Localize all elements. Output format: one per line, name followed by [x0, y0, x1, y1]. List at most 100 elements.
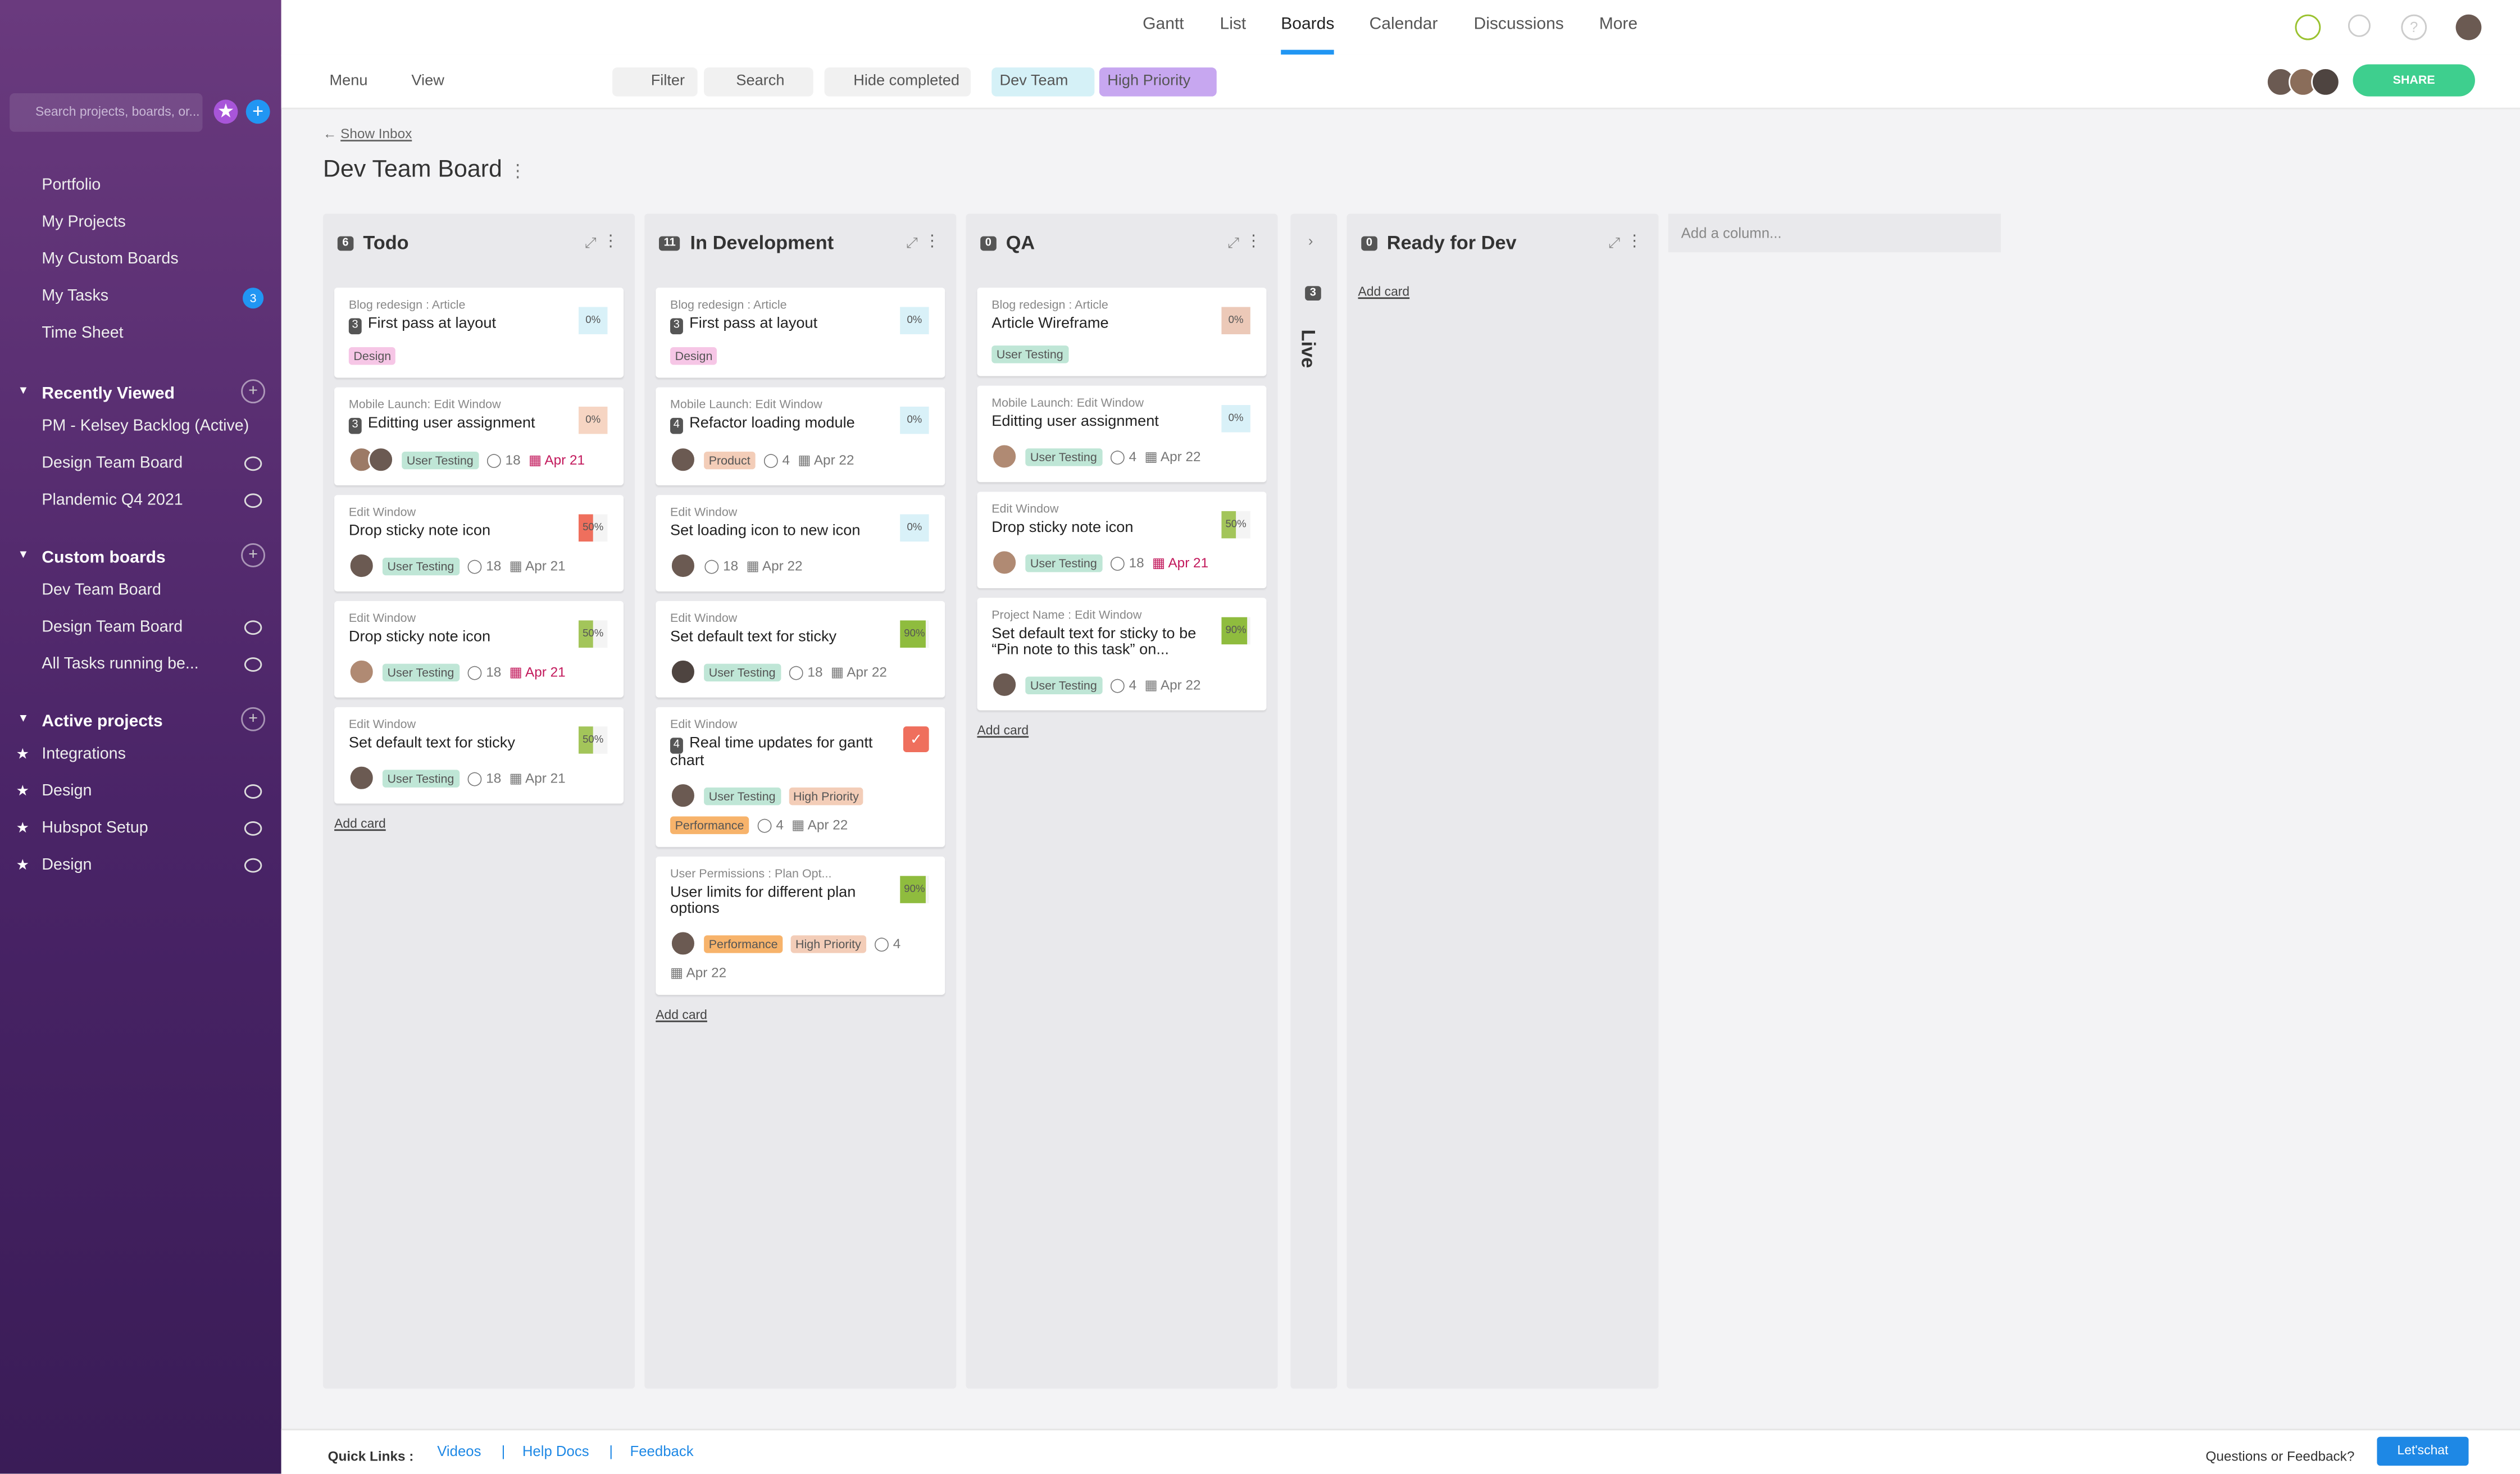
- sidebar-link[interactable]: My Projects: [42, 213, 126, 231]
- card-title-text: Set default text for sticky: [670, 628, 837, 647]
- calendar-icon: ▦: [1144, 447, 1161, 464]
- card[interactable]: Blog redesign : Article 3 First pass at la…: [656, 288, 945, 378]
- card[interactable]: Mobile Launch: Edit Window 4 Refactor load…: [656, 387, 945, 486]
- card[interactable]: Mobile Launch: Edit Window 3 Editting user…: [334, 387, 624, 486]
- separator: |: [501, 1443, 506, 1459]
- column-menu[interactable]: ⋮: [1626, 233, 1643, 251]
- footer-link[interactable]: Feedback: [630, 1443, 694, 1459]
- card[interactable]: Edit Window Drop sticky note icon 50% User …: [977, 492, 1267, 589]
- section-add[interactable]: +: [241, 707, 266, 731]
- expand-icon[interactable]: ⤢: [1227, 234, 1239, 251]
- card[interactable]: Edit Window Set loading icon to new icon 0…: [656, 495, 945, 592]
- tag: User Testing: [382, 663, 459, 681]
- filter-button[interactable]: Filter: [612, 67, 698, 97]
- sidebar-link[interactable]: Portfolio: [42, 176, 101, 195]
- back-link[interactable]: ← Show Inbox: [323, 125, 412, 142]
- search-button[interactable]: Search: [704, 67, 813, 97]
- comments: ◯ 4: [1110, 448, 1137, 465]
- card[interactable]: Edit Window Drop sticky note icon 50% User …: [334, 601, 624, 698]
- card[interactable]: Mobile Launch: Edit Window Editting user …: [977, 385, 1267, 483]
- comment-count: 4: [1129, 447, 1137, 464]
- section-toggle[interactable]: ▼: [17, 713, 29, 725]
- sidebar-item[interactable]: Dev Team Board: [42, 581, 161, 600]
- menu-button[interactable]: Menu: [329, 72, 368, 90]
- sidebar-item[interactable]: Design: [42, 856, 92, 875]
- progress: 50%: [578, 514, 608, 542]
- view-button[interactable]: View: [411, 72, 444, 90]
- card-meta: User Testing ◯ 18 ▦ Apr 21: [348, 553, 609, 579]
- sidebar-item[interactable]: Integrations: [42, 745, 126, 763]
- date-text: Apr 21: [544, 451, 585, 467]
- card[interactable]: User Permissions : Plan Opt... User limit…: [656, 856, 945, 995]
- active-indicator: [1281, 49, 1334, 55]
- nav-tab[interactable]: Gantt: [1143, 14, 1184, 34]
- assignees: [991, 443, 1018, 470]
- back-label[interactable]: Show Inbox: [340, 125, 412, 142]
- add-column[interactable]: Add a column...: [1668, 213, 2001, 253]
- filter-chip[interactable]: Dev Team: [991, 67, 1094, 97]
- avatar: [670, 447, 696, 473]
- expand-icon[interactable]: ⤢: [906, 234, 918, 251]
- sidebar-item[interactable]: PM - Kelsey Backlog (Active): [42, 417, 249, 436]
- sidebar-item[interactable]: Design Team Board: [42, 454, 183, 473]
- nav-tab[interactable]: Discussions: [1473, 14, 1564, 34]
- comment-icon: ◯: [757, 816, 776, 832]
- card[interactable]: Edit Window 4 Real time updates for gantt …: [656, 707, 945, 847]
- sidebar-item[interactable]: Hubspot Setup: [42, 820, 148, 838]
- add-button[interactable]: +: [245, 99, 270, 124]
- sidebar-link[interactable]: Time Sheet: [42, 324, 124, 343]
- sidebar-link[interactable]: My Custom Boards: [42, 251, 179, 269]
- board-menu[interactable]: ⋮: [508, 162, 527, 182]
- card[interactable]: Project Name : Edit Window Set default te…: [977, 598, 1267, 711]
- nav-tab[interactable]: Calendar: [1369, 14, 1438, 34]
- filter-chip[interactable]: High Priority: [1099, 67, 1217, 97]
- expand-icon[interactable]: ⤢: [584, 234, 597, 251]
- add-card[interactable]: Add card: [656, 1007, 707, 1022]
- footer-link[interactable]: Videos: [437, 1443, 481, 1459]
- section-toggle[interactable]: ▼: [17, 549, 29, 561]
- column-menu[interactable]: ⋮: [1245, 233, 1262, 251]
- hide-completed[interactable]: Hide completed: [824, 67, 971, 97]
- footer-link[interactable]: Help Docs: [522, 1443, 589, 1459]
- sidebar-item[interactable]: Design Team Board: [42, 618, 183, 636]
- card[interactable]: Blog redesign : Article 3 First pass at la…: [334, 288, 624, 378]
- add-card[interactable]: Add card: [1358, 284, 1410, 299]
- favorites-button[interactable]: ★: [213, 99, 238, 124]
- sidebar: Search projects, boards, or... ★ + Portf…: [0, 0, 281, 1474]
- timer-icon[interactable]: [2295, 14, 2321, 40]
- column-count: 11: [659, 235, 681, 250]
- date-text: Apr 21: [525, 557, 566, 573]
- separator: |: [609, 1443, 613, 1459]
- sidebar-item[interactable]: Design: [42, 783, 92, 800]
- card[interactable]: Edit Window Set default text for sticky 50…: [334, 707, 624, 804]
- share-button[interactable]: SHARE: [2353, 64, 2475, 97]
- sidebar-link[interactable]: My Tasks: [42, 288, 109, 306]
- column-menu[interactable]: ⋮: [602, 233, 619, 251]
- star-icon: ★: [16, 745, 29, 762]
- collapsed-column[interactable]: › 3 Live: [1290, 213, 1338, 1389]
- card[interactable]: Edit Window Set default text for sticky 90…: [656, 601, 945, 698]
- subtask-count: 4: [670, 738, 683, 754]
- search-icon[interactable]: [2348, 14, 2371, 37]
- card[interactable]: Blog redesign : Article Article Wireframe…: [977, 288, 1267, 376]
- sidebar-item[interactable]: Plandemic Q4 2021: [42, 492, 183, 509]
- assignees: [348, 659, 375, 685]
- add-card[interactable]: Add card: [334, 816, 386, 831]
- section-add[interactable]: +: [241, 379, 266, 404]
- section-toggle[interactable]: ▼: [17, 385, 29, 397]
- sidebar-search[interactable]: Search projects, boards, or...: [10, 93, 203, 132]
- expand-icon[interactable]: ⤢: [1608, 234, 1620, 251]
- sidebar-item[interactable]: All Tasks running be...: [42, 656, 199, 674]
- add-card[interactable]: Add card: [977, 723, 1029, 738]
- user-avatar[interactable]: [2455, 14, 2482, 40]
- card[interactable]: Edit Window Drop sticky note icon 50% User …: [334, 495, 624, 592]
- done-check[interactable]: ✓: [903, 726, 929, 752]
- nav-tab[interactable]: List: [1220, 14, 1247, 34]
- help-icon[interactable]: ?: [2401, 14, 2427, 40]
- column-menu[interactable]: ⋮: [924, 233, 940, 251]
- chat-button[interactable]: Let'schat: [2377, 1436, 2469, 1466]
- nav-tab[interactable]: More: [1599, 14, 1638, 34]
- chat-icon: [244, 456, 262, 471]
- nav-tab[interactable]: Boards: [1281, 14, 1335, 34]
- section-add[interactable]: +: [241, 543, 266, 567]
